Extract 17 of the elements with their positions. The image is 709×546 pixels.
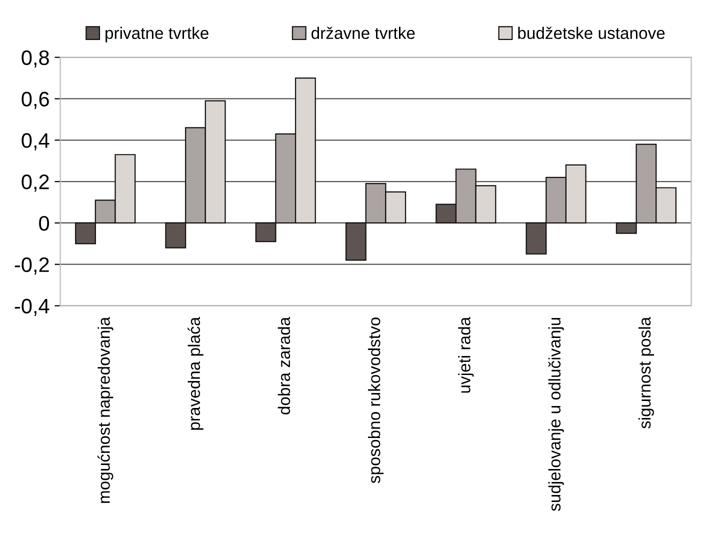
x-tick-label: sudjelovanje u odlučivanju [548,318,564,511]
x-tick-label: sigurnost posla [638,316,654,428]
x-tick-label: uvjeti rada [458,316,474,393]
y-tick-label: 0,2 [22,174,49,192]
y-tick-label: -0,4 [14,298,50,316]
y-tick-label: 0,8 [22,50,49,68]
x-tick-label: mogućnost napredovanja [97,316,114,503]
legend-label: budžetske ustanove [518,26,665,40]
y-tick-label: 0 [39,216,50,231]
y-tick-label: 0,6 [22,92,49,109]
legend-label: državne tvrtke [312,26,415,40]
y-tick-label: -0,2 [14,257,49,275]
x-tick-label: pravedna plaća [188,316,204,430]
y-tick-label: 0,4 [22,133,50,150]
x-tick-label: dobra zarada [278,316,290,414]
legend-label: privatne tvrtke [106,26,208,42]
x-tick-label: sposobno rukovodstvo [368,318,384,484]
